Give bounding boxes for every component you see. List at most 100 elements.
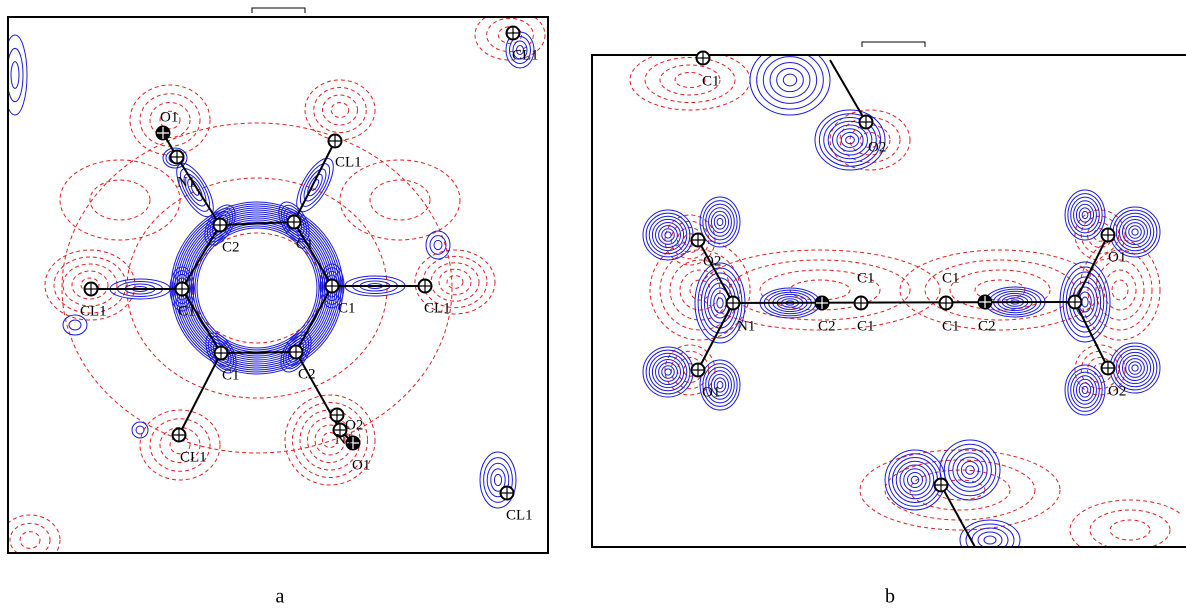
- negative-contour: [89, 179, 151, 221]
- positive-contour: [716, 217, 724, 227]
- atom-label: CL1: [512, 47, 539, 63]
- negative-contour: [159, 110, 181, 130]
- atom-label: O1: [702, 384, 720, 400]
- atom-label: CL1: [80, 303, 107, 319]
- atoms: [83, 25, 1116, 501]
- negative-contour: [159, 427, 201, 463]
- contours-a: [9, 18, 546, 552]
- negative-contour: [313, 87, 367, 133]
- positive-contour: [713, 292, 727, 314]
- positive-contour: [664, 368, 672, 376]
- bond: [697, 239, 734, 304]
- positive-contour: [1064, 364, 1106, 416]
- bond: [732, 301, 1076, 304]
- positive-contour: [943, 443, 997, 497]
- atom-label: O1: [1108, 249, 1126, 265]
- positive-contour: [661, 228, 675, 242]
- positive-contour: [1075, 203, 1095, 227]
- positive-contour: [823, 117, 877, 163]
- atom-cross: [331, 409, 343, 421]
- atom-cross: [1102, 362, 1114, 374]
- negative-contour: [80, 277, 100, 293]
- negative-contour: [1109, 519, 1151, 541]
- negative-contour: [322, 432, 338, 448]
- atom-cross: [979, 296, 991, 308]
- atom-label: O1: [352, 457, 370, 473]
- bond: [697, 302, 734, 371]
- negative-contour: [1089, 509, 1171, 546]
- negative-contour: [884, 459, 1036, 521]
- negative-contour: [1074, 209, 1126, 261]
- positive-contour: [716, 380, 724, 390]
- negative-contour: [829, 109, 911, 171]
- negative-contour: [849, 124, 891, 156]
- positive-contour: [782, 73, 798, 87]
- negative-contour: [446, 275, 464, 289]
- atom-cross: [326, 280, 338, 292]
- atom-label: O2: [1108, 383, 1126, 399]
- atom-cross: [940, 297, 952, 309]
- positive-contour: [762, 56, 818, 104]
- negative-contour: [71, 270, 109, 300]
- atom-label: CL1: [180, 449, 207, 465]
- atom-cross: [1069, 296, 1081, 308]
- positive-contour: [702, 200, 738, 244]
- positive-contour: [516, 45, 524, 55]
- positive-contour: [960, 460, 980, 480]
- positive-contour: [907, 472, 923, 488]
- positive-contour: [1128, 361, 1142, 375]
- atom-label: CL1: [506, 507, 533, 523]
- panel-frame: [7, 16, 549, 554]
- positive-contour: [307, 173, 323, 197]
- bond: [293, 221, 333, 287]
- atom-label: C2: [222, 239, 240, 255]
- negative-contour: [659, 64, 721, 96]
- negative-contour: [139, 409, 221, 481]
- negative-contour: [629, 56, 751, 111]
- negative-contour: [1095, 259, 1145, 321]
- atom-label: C1: [942, 318, 960, 334]
- atom-cross: [727, 297, 739, 309]
- positive-contour: [1078, 382, 1092, 398]
- positive-contour: [1122, 219, 1148, 245]
- negative-contour: [369, 179, 431, 221]
- positive-contour: [756, 56, 824, 110]
- atom-cross: [935, 479, 947, 491]
- atom-cross: [215, 347, 227, 359]
- negative-contour: [644, 57, 736, 103]
- bond: [178, 352, 222, 436]
- atom-cross: [288, 216, 300, 228]
- negative-contour: [61, 122, 453, 454]
- positive-contour: [939, 439, 1001, 501]
- positive-contour: [892, 457, 938, 503]
- scale-bar: [861, 41, 926, 47]
- positive-contour: [705, 203, 735, 241]
- atom-label: C2: [298, 366, 316, 382]
- positive-contour: [1115, 348, 1155, 388]
- atom-cross: [419, 280, 431, 292]
- positive-contour: [836, 128, 864, 152]
- negative-contour: [729, 259, 911, 321]
- negative-contour: [430, 262, 480, 302]
- atom-cross: [214, 219, 226, 231]
- atom-label: O1: [160, 109, 178, 125]
- atom-cross: [855, 297, 867, 309]
- positive-contour: [162, 147, 188, 169]
- positive-contour: [425, 230, 451, 260]
- positive-contour: [512, 40, 528, 60]
- positive-contour: [1122, 355, 1148, 381]
- negative-contour: [474, 18, 546, 61]
- positive-contour: [651, 218, 685, 252]
- negative-contour: [59, 159, 181, 241]
- positive-contour: [174, 205, 340, 371]
- positive-contour: [899, 464, 931, 496]
- positive-contour: [655, 222, 681, 248]
- negative-contour: [1111, 279, 1129, 301]
- negative-contour: [44, 249, 136, 321]
- positive-contour: [429, 235, 447, 255]
- positive-contour: [1070, 196, 1100, 234]
- bonds-b: [697, 59, 1109, 546]
- atom-label: C1: [942, 270, 960, 286]
- negative-contour: [339, 159, 461, 241]
- bond: [293, 140, 336, 223]
